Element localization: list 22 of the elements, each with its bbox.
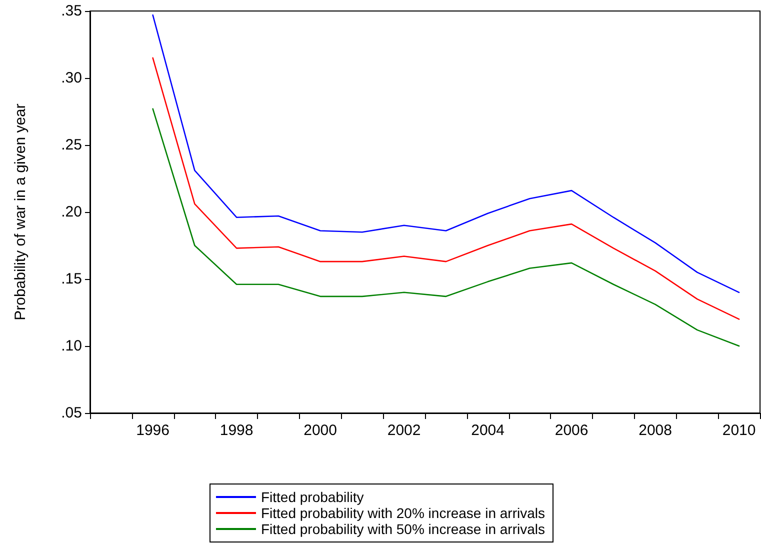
x-tick-label: 2002: [387, 422, 421, 439]
x-tick-label: 2000: [304, 422, 337, 439]
y-tick-label: .30: [61, 70, 82, 86]
line-series: [152, 57, 740, 320]
legend-label: Fitted probability with 50% increase in arrivals: [260, 521, 546, 537]
y-tick-label: .25: [61, 136, 82, 154]
x-tick-label: 2006: [554, 422, 588, 439]
legend-label: Fitted probability: [260, 489, 364, 505]
legend-label: Fitted probability with 20% increase in arrivals: [260, 505, 546, 521]
x-tick-label: 2004: [471, 422, 504, 439]
x-tick-label: 2010: [722, 422, 756, 439]
y-axis-title: Probability of war in a given year: [12, 104, 29, 320]
y-tick-label: .15: [61, 270, 82, 288]
y-tick-label: .05: [61, 404, 82, 422]
line-series: [152, 14, 740, 294]
y-tick-label: .10: [61, 338, 82, 354]
x-tick-label: 1996: [136, 422, 170, 439]
x-tick-label: 2008: [638, 422, 672, 439]
x-tick-label: 1998: [220, 422, 254, 439]
line-series: [152, 108, 740, 347]
y-tick-label: .20: [61, 204, 82, 220]
y-tick-label: .35: [61, 2, 82, 20]
